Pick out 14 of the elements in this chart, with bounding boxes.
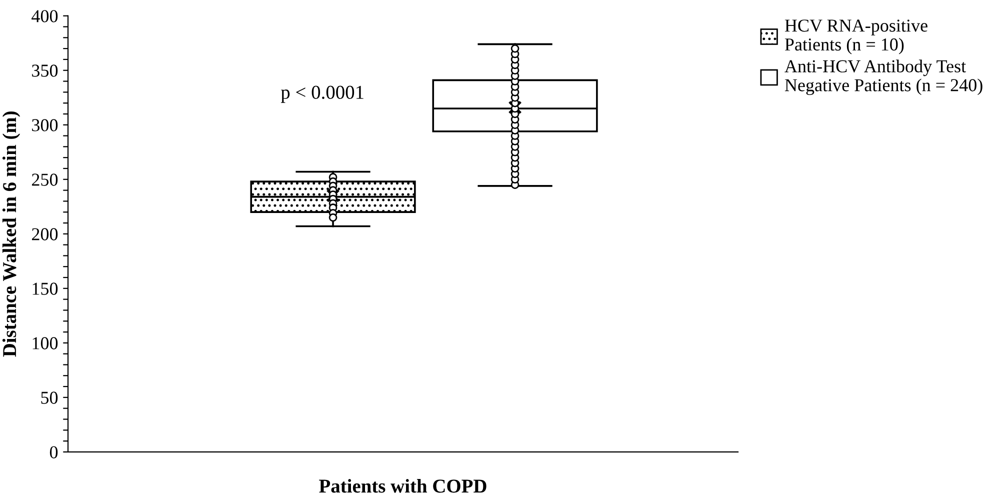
legend-label: HCV RNA-positive Patients (n = 10) [784,20,928,54]
y-tick-label: 200 [32,228,58,240]
y-tick-label: 0 [50,446,58,458]
y-tick-label: 150 [32,282,58,295]
y-tick-label: 50 [41,392,58,404]
x-axis-title: Patients with COPD [319,479,486,493]
y-tick-label: 300 [32,119,58,132]
y-tick-label: 100 [32,337,58,350]
y-tick-label: 250 [32,174,58,186]
y-tick-label: 350 [32,64,58,77]
y-axis-title: Distance Walked in 6 min (m) [2,111,20,357]
y-tick-label: 400 [32,10,58,22]
legend-label: Anti-HCV Antibody Test Negative Patients (n = 240) [784,60,982,96]
annotation: p < 0.0001 [280,86,364,103]
